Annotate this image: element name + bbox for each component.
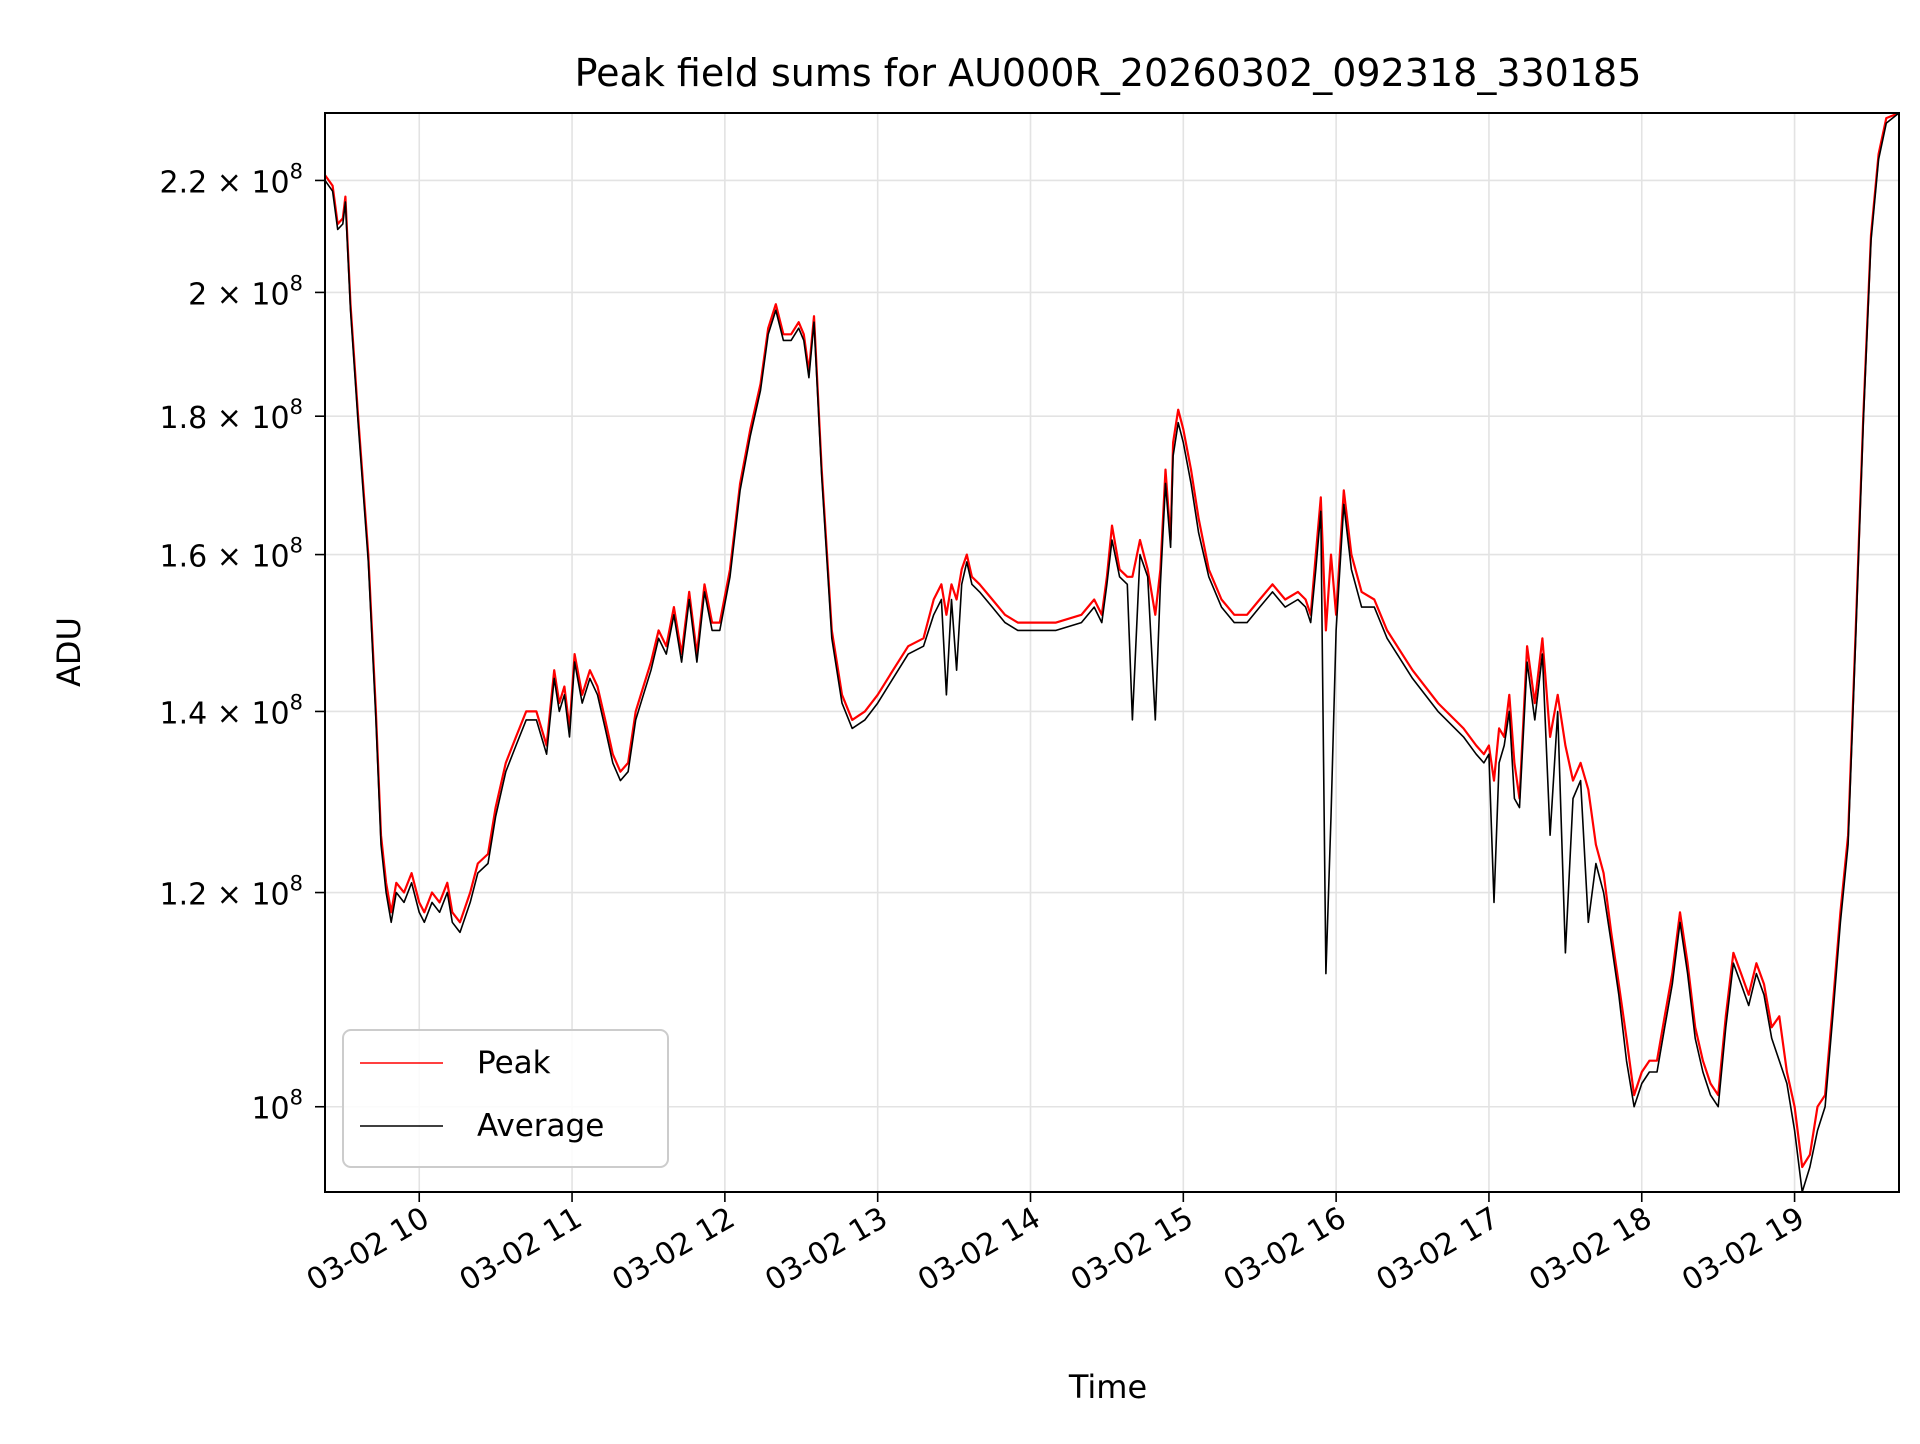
series-line-peak: [325, 113, 1899, 1169]
chart-title: Peak field sums for AU000R_20260302_0923…: [575, 51, 1642, 95]
plot-area-frame: [324, 112, 1900, 1193]
y-tick-label: 1.4 × 108: [160, 690, 303, 731]
legend-label-peak: Peak: [477, 1045, 551, 1081]
series-layer: [325, 113, 1899, 1192]
series-line-average: [325, 113, 1899, 1192]
y-tick-label: 1.2 × 108: [160, 872, 303, 913]
y-tick-label: 1.6 × 108: [160, 534, 303, 575]
legend: Peak Average: [342, 1029, 669, 1168]
y-axis: 108 1.2 × 108 1.4 × 108 1.6 × 108 1.8 × 108 2…: [160, 159, 325, 1127]
legend-box: [342, 1029, 669, 1168]
x-axis-title: Time: [1068, 1368, 1147, 1406]
y-tick-label: 108: [251, 1086, 303, 1127]
legend-label-average: Average: [477, 1108, 604, 1144]
y-axis-title: ADU: [50, 617, 88, 687]
y-tick-label: 2.2 × 108: [160, 159, 303, 200]
y-tick-label: 2 × 108: [188, 271, 303, 312]
y-tick-label: 1.8 × 108: [160, 395, 303, 436]
grid: [325, 113, 1899, 1192]
